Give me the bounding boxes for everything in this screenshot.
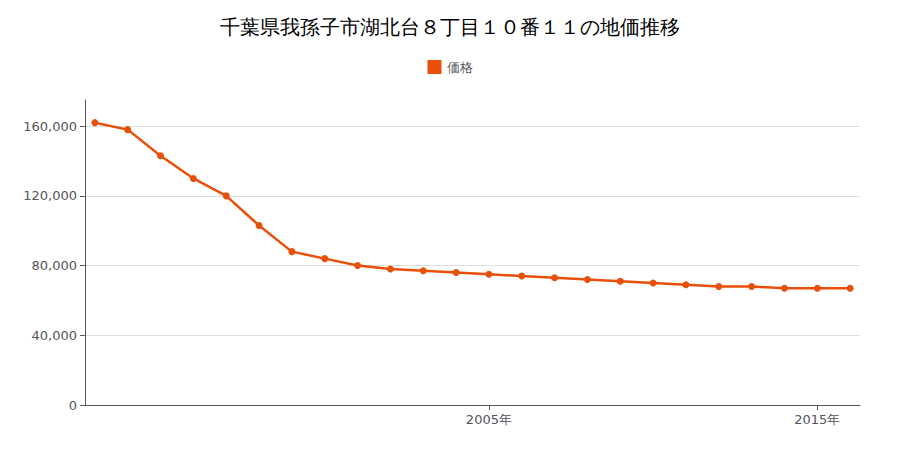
svg-text:価格: 価格 [447, 60, 473, 75]
svg-text:40,000: 40,000 [32, 328, 78, 343]
svg-text:千葉県我孫子市湖北台８丁目１０番１１の地価推移: 千葉県我孫子市湖北台８丁目１０番１１の地価推移 [220, 15, 680, 39]
svg-text:80,000: 80,000 [32, 258, 78, 273]
svg-text:2015年: 2015年 [794, 412, 840, 427]
svg-text:0: 0 [69, 398, 77, 413]
svg-text:2005年: 2005年 [466, 412, 512, 427]
svg-text:120,000: 120,000 [23, 188, 77, 203]
svg-text:160,000: 160,000 [23, 119, 77, 134]
